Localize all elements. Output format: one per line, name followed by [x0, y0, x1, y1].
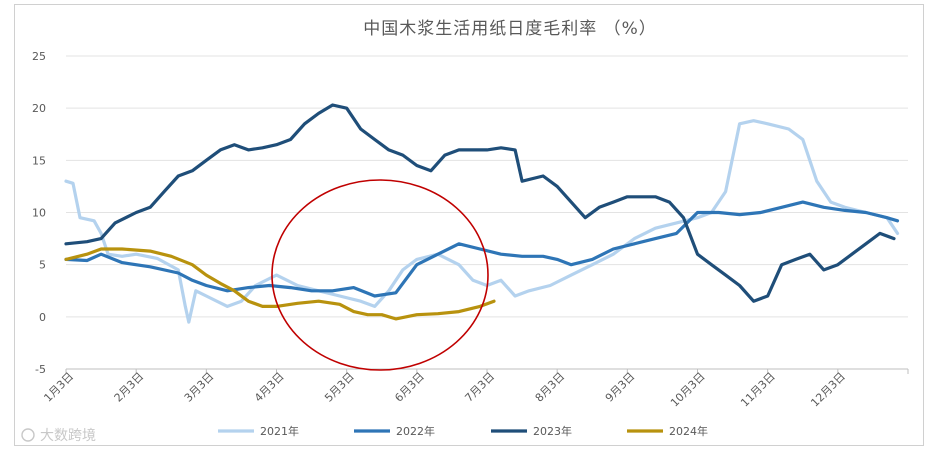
- y-axis-ticks: -5 0 5 10 15 20 25: [32, 50, 46, 376]
- y-tick-label: 10: [32, 207, 46, 220]
- x-tick-label: 4月3日: [252, 370, 287, 405]
- legend-label: 2021年: [260, 424, 299, 438]
- chart-gridlines: [66, 55, 908, 370]
- x-tick-label: 3月3日: [182, 370, 217, 405]
- x-tick-label: 12月3日: [808, 370, 848, 410]
- watermark-text: 大数跨境: [40, 428, 96, 444]
- y-tick-label: 0: [39, 311, 46, 324]
- legend-item: 2022年: [354, 424, 435, 438]
- x-axis-ticks: 1月3日 2月3日 3月3日 4月3日 5月3日 6月3日 7月3日 8月3日 9月3日 10月3…: [41, 369, 909, 410]
- y-tick-label: 25: [32, 50, 46, 63]
- x-tick-label: 5月3日: [322, 370, 357, 405]
- legend-label: 2024年: [669, 424, 708, 438]
- highlight-ellipse: [271, 179, 489, 371]
- legend-label: 2022年: [396, 424, 435, 438]
- watermark-logo-icon: [21, 428, 35, 442]
- chart-title: 中国木浆生活用纸日度毛利率 （%）: [363, 19, 657, 39]
- legend-label: 2023年: [533, 424, 572, 438]
- chart-legend: 2021年 2022年 2023年 2024年: [218, 424, 708, 438]
- y-tick-label: 15: [32, 154, 46, 167]
- series-line: [64, 103, 896, 303]
- y-tick-label: -5: [35, 363, 46, 376]
- chart-series: [64, 103, 900, 324]
- x-tick-label: 11月3日: [738, 370, 778, 410]
- x-tick-label: 1月3日: [41, 370, 76, 405]
- y-tick-label: 5: [39, 259, 46, 272]
- x-tick-label: 9月3日: [603, 370, 638, 405]
- x-tick-label: 7月3日: [462, 370, 497, 405]
- chart-frame: [14, 4, 924, 446]
- series-line: [64, 119, 900, 324]
- watermark: 大数跨境: [21, 428, 96, 444]
- legend-item: 2024年: [627, 424, 708, 438]
- x-tick-label: 8月3日: [533, 370, 568, 405]
- series-line: [64, 247, 496, 321]
- x-tick-label: 6月3日: [392, 370, 427, 405]
- legend-item: 2021年: [218, 424, 299, 438]
- x-tick-label: 10月3日: [668, 370, 708, 410]
- x-tick-label: 2月3日: [112, 370, 147, 405]
- series-line: [64, 200, 900, 298]
- legend-item: 2023年: [491, 424, 572, 438]
- y-tick-label: 20: [32, 102, 46, 115]
